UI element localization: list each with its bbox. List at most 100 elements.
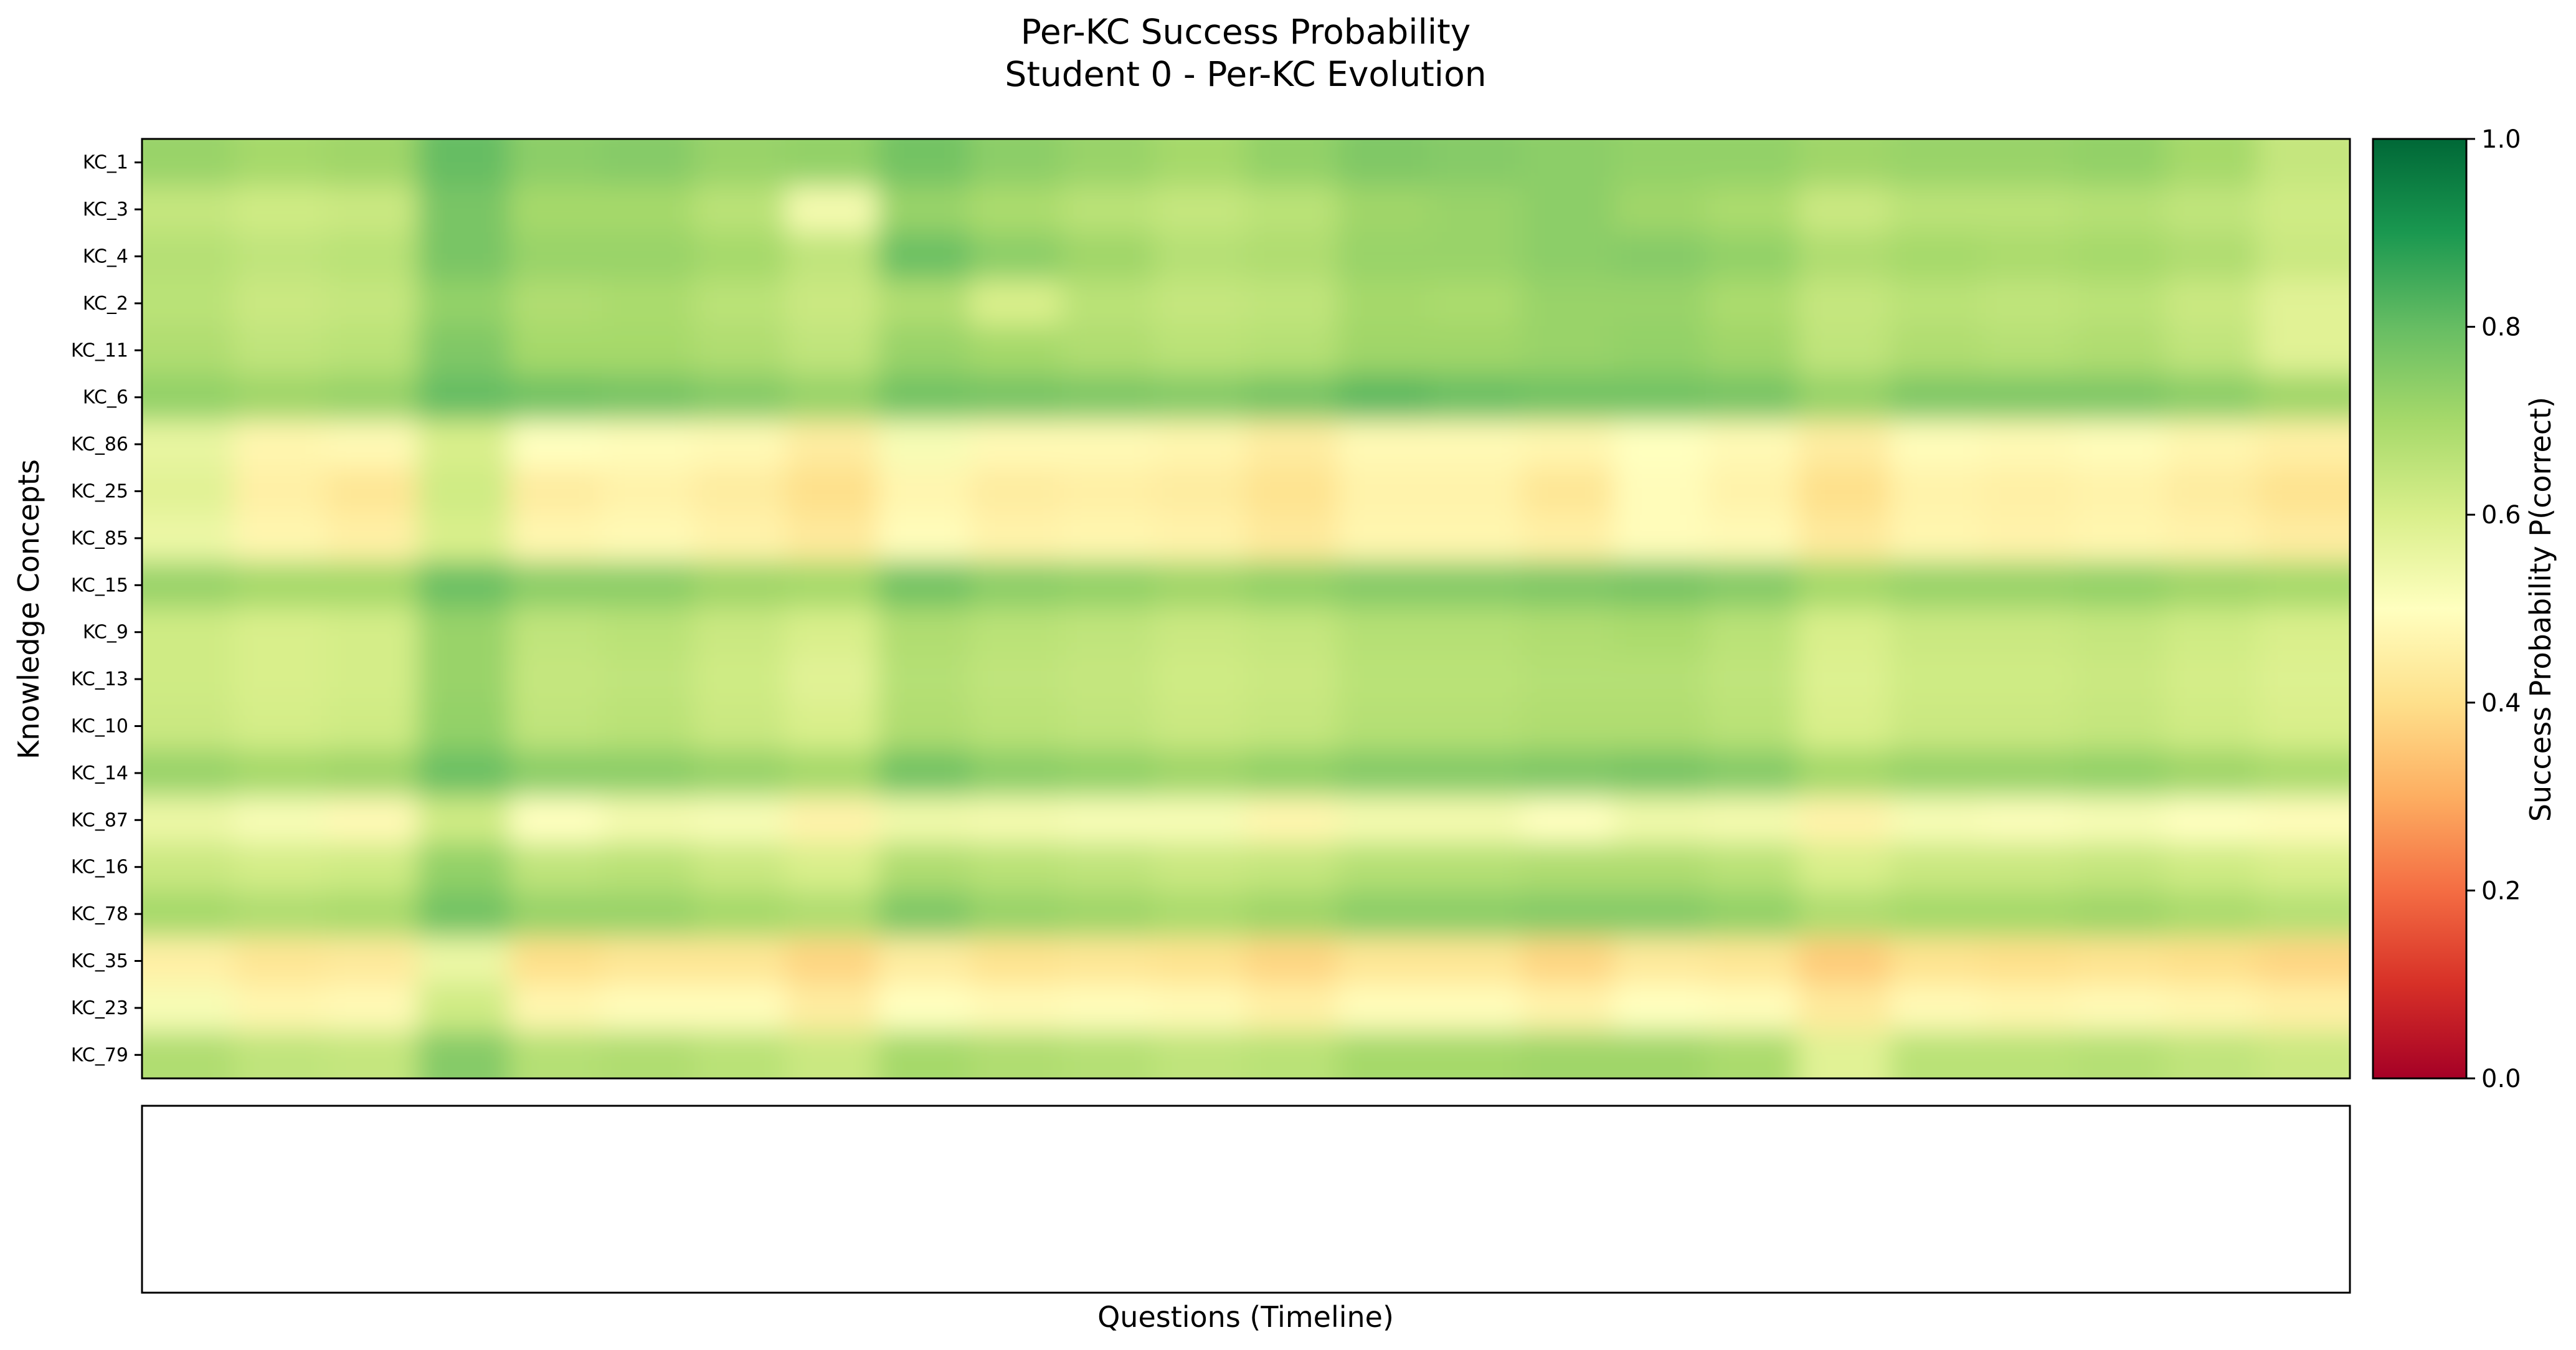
heatmap-cell — [509, 796, 603, 844]
heatmap-cell — [1613, 655, 1707, 703]
heatmap-cell — [417, 984, 511, 1032]
heatmap-cell — [1153, 796, 1246, 844]
heatmap-cell — [1613, 279, 1707, 328]
heatmap-cell — [2257, 514, 2350, 563]
heatmap-cell — [693, 467, 787, 515]
heatmap-cell — [969, 702, 1063, 750]
heatmap-cell — [1889, 796, 1982, 844]
heatmap-cell — [325, 420, 419, 468]
heatmap-cell — [509, 890, 603, 938]
heatmap-cell — [2166, 749, 2258, 797]
heatmap-cell — [1981, 326, 2075, 374]
heatmap-cell — [1246, 655, 1338, 703]
heatmap-cell — [142, 608, 235, 656]
heatmap-cell — [1429, 139, 1523, 186]
heatmap-cell — [234, 937, 326, 985]
chart-subtitle: Student 0 - Per-KC Evolution — [1005, 54, 1486, 94]
heatmap-cell — [142, 561, 235, 609]
heatmap-cell — [2073, 984, 2167, 1032]
heatmap-cell — [1153, 984, 1246, 1032]
heatmap-cell — [1522, 185, 1614, 234]
heatmap-cell — [2073, 326, 2167, 374]
heatmap-cell — [509, 373, 603, 421]
heatmap-cell — [2257, 373, 2350, 421]
heatmap-cell — [1889, 608, 1982, 656]
heatmap-cell — [1246, 373, 1338, 421]
heatmap-cell — [325, 373, 419, 421]
heatmap-cell — [693, 890, 787, 938]
heatmap-cell — [1429, 514, 1523, 563]
y-tick-label: KC_23 — [71, 997, 128, 1019]
heatmap-cell — [509, 702, 603, 750]
heatmap-cell — [1705, 890, 1799, 938]
heatmap-cell — [1797, 185, 1890, 234]
heatmap-cell — [1429, 232, 1523, 280]
heatmap-cell — [417, 420, 511, 468]
heatmap-cell — [1061, 1031, 1155, 1078]
heatmap-cell — [1061, 326, 1155, 374]
heatmap-cell — [1981, 232, 2075, 280]
heatmap-cell — [1337, 279, 1431, 328]
heatmap-cell — [1153, 232, 1246, 280]
heatmap-cell — [1429, 467, 1523, 515]
heatmap-cell — [2166, 655, 2258, 703]
heatmap-cell — [693, 937, 787, 985]
heatmap-cell — [234, 655, 326, 703]
heatmap-cell — [2257, 1031, 2350, 1078]
heatmap-cell — [1613, 702, 1707, 750]
heatmap-cell — [2257, 937, 2350, 985]
heatmap-cell — [234, 514, 326, 563]
heatmap-cell — [2073, 702, 2167, 750]
heatmap-cell — [2166, 561, 2258, 609]
heatmap-cell — [234, 232, 326, 280]
heatmap-cell — [1889, 984, 1982, 1032]
heatmap-cell — [693, 185, 787, 234]
y-tick-label: KC_2 — [83, 293, 128, 315]
heatmap-cell — [693, 279, 787, 328]
heatmap-cell — [1705, 843, 1799, 891]
heatmap-cell — [1153, 420, 1246, 468]
heatmap-cell — [969, 890, 1063, 938]
heatmap-cell — [878, 467, 970, 515]
heatmap-cell — [1522, 937, 1614, 985]
heatmap-cell — [417, 561, 511, 609]
heatmap-cell — [1705, 937, 1799, 985]
heatmap-cell — [417, 608, 511, 656]
heatmap-cell — [1429, 937, 1523, 985]
heatmap-cell — [509, 843, 603, 891]
heatmap-cell — [1153, 279, 1246, 328]
heatmap-cell — [2166, 373, 2258, 421]
heatmap-cell — [325, 514, 419, 563]
heatmap-cell — [693, 139, 787, 186]
heatmap-cell — [1889, 655, 1982, 703]
y-tick-label: KC_9 — [83, 622, 128, 644]
heatmap-cell — [1246, 467, 1338, 515]
heatmap-cell — [1153, 1031, 1246, 1078]
heatmap-cell — [142, 702, 235, 750]
heatmap-cell — [969, 655, 1063, 703]
heatmap-cell — [1889, 843, 1982, 891]
heatmap-cell — [142, 514, 235, 563]
heatmap-cell — [2166, 1031, 2258, 1078]
heatmap-cell — [1613, 984, 1707, 1032]
heatmap-cell — [969, 279, 1063, 328]
heatmap-cell — [325, 655, 419, 703]
heatmap-cell — [2073, 749, 2167, 797]
heatmap-cell — [969, 608, 1063, 656]
heatmap-cell — [1613, 796, 1707, 844]
heatmap-cell — [785, 232, 879, 280]
heatmap-cell — [1429, 608, 1523, 656]
heatmap-cell — [1522, 561, 1614, 609]
heatmap-cell — [2073, 843, 2167, 891]
heatmap-cell — [969, 937, 1063, 985]
heatmap-cell — [509, 326, 603, 374]
heatmap-cell — [1061, 984, 1155, 1032]
heatmap-cell — [969, 1031, 1063, 1078]
heatmap-cell — [1981, 1031, 2075, 1078]
heatmap-cell — [1522, 608, 1614, 656]
heatmap-cell — [417, 655, 511, 703]
heatmap-cell — [2257, 843, 2350, 891]
heatmap-cell — [602, 608, 694, 656]
heatmap-cell — [325, 232, 419, 280]
heatmap-cell — [878, 1031, 970, 1078]
